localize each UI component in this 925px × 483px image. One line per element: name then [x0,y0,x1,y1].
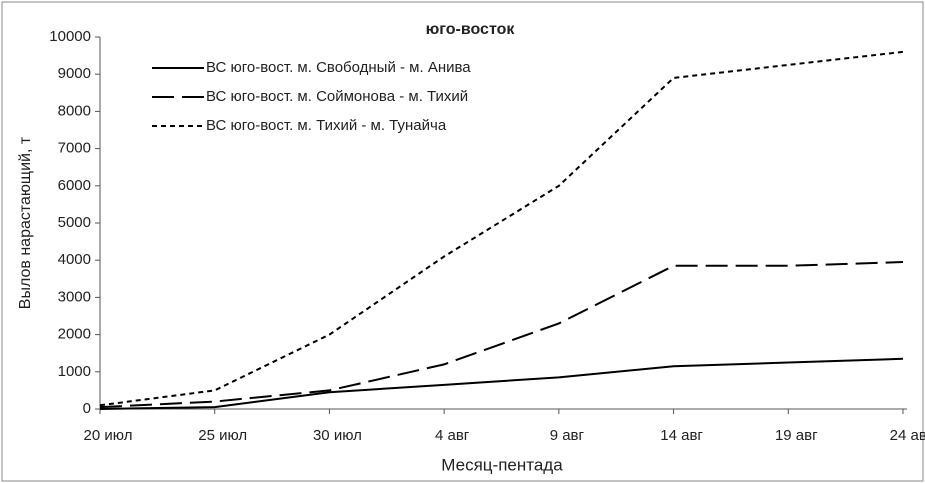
legend-label: ВС юго-вост. м. Свободный - м. Анива [206,59,471,76]
y-tick-label: 1000 [58,363,91,380]
y-tick-label: 10000 [49,28,91,45]
y-tick-label: 7000 [58,140,91,157]
x-tick-label: 4 авг [435,427,470,444]
y-tick-label: 3000 [58,288,91,305]
legend-label: ВС юго-вост. м. Соймонова - м. Тихий [206,88,468,105]
series-line [99,357,904,410]
series-line [99,50,904,407]
chart-title: юго-восток [426,21,516,38]
y-tick-label: 6000 [58,177,91,194]
x-tick-label: 20 июл [84,427,133,444]
y-axis-label: Вылов нарастающий, т [17,136,34,309]
y-tick-label: 8000 [58,102,91,119]
x-tick-label: 24 авг [890,427,925,444]
x-axis-label: Месяц-пентада [441,455,563,474]
series-line [99,261,904,409]
y-tick-label: 4000 [58,251,91,268]
x-tick-label: 14 авг [660,427,703,444]
y-tick-label: 9000 [58,65,91,82]
x-tick-label: 9 авг [550,427,585,444]
y-tick-label: 0 [83,400,91,417]
legend-label: ВС юго-вост. м. Тихий - м. Тунайча [206,117,447,134]
x-tick-label: 19 авг [775,427,818,444]
y-tick-label: 2000 [58,326,91,343]
y-tick-label: 5000 [58,214,91,231]
x-tick-label: 25 июл [198,427,247,444]
x-tick-label: 30 июл [313,427,362,444]
